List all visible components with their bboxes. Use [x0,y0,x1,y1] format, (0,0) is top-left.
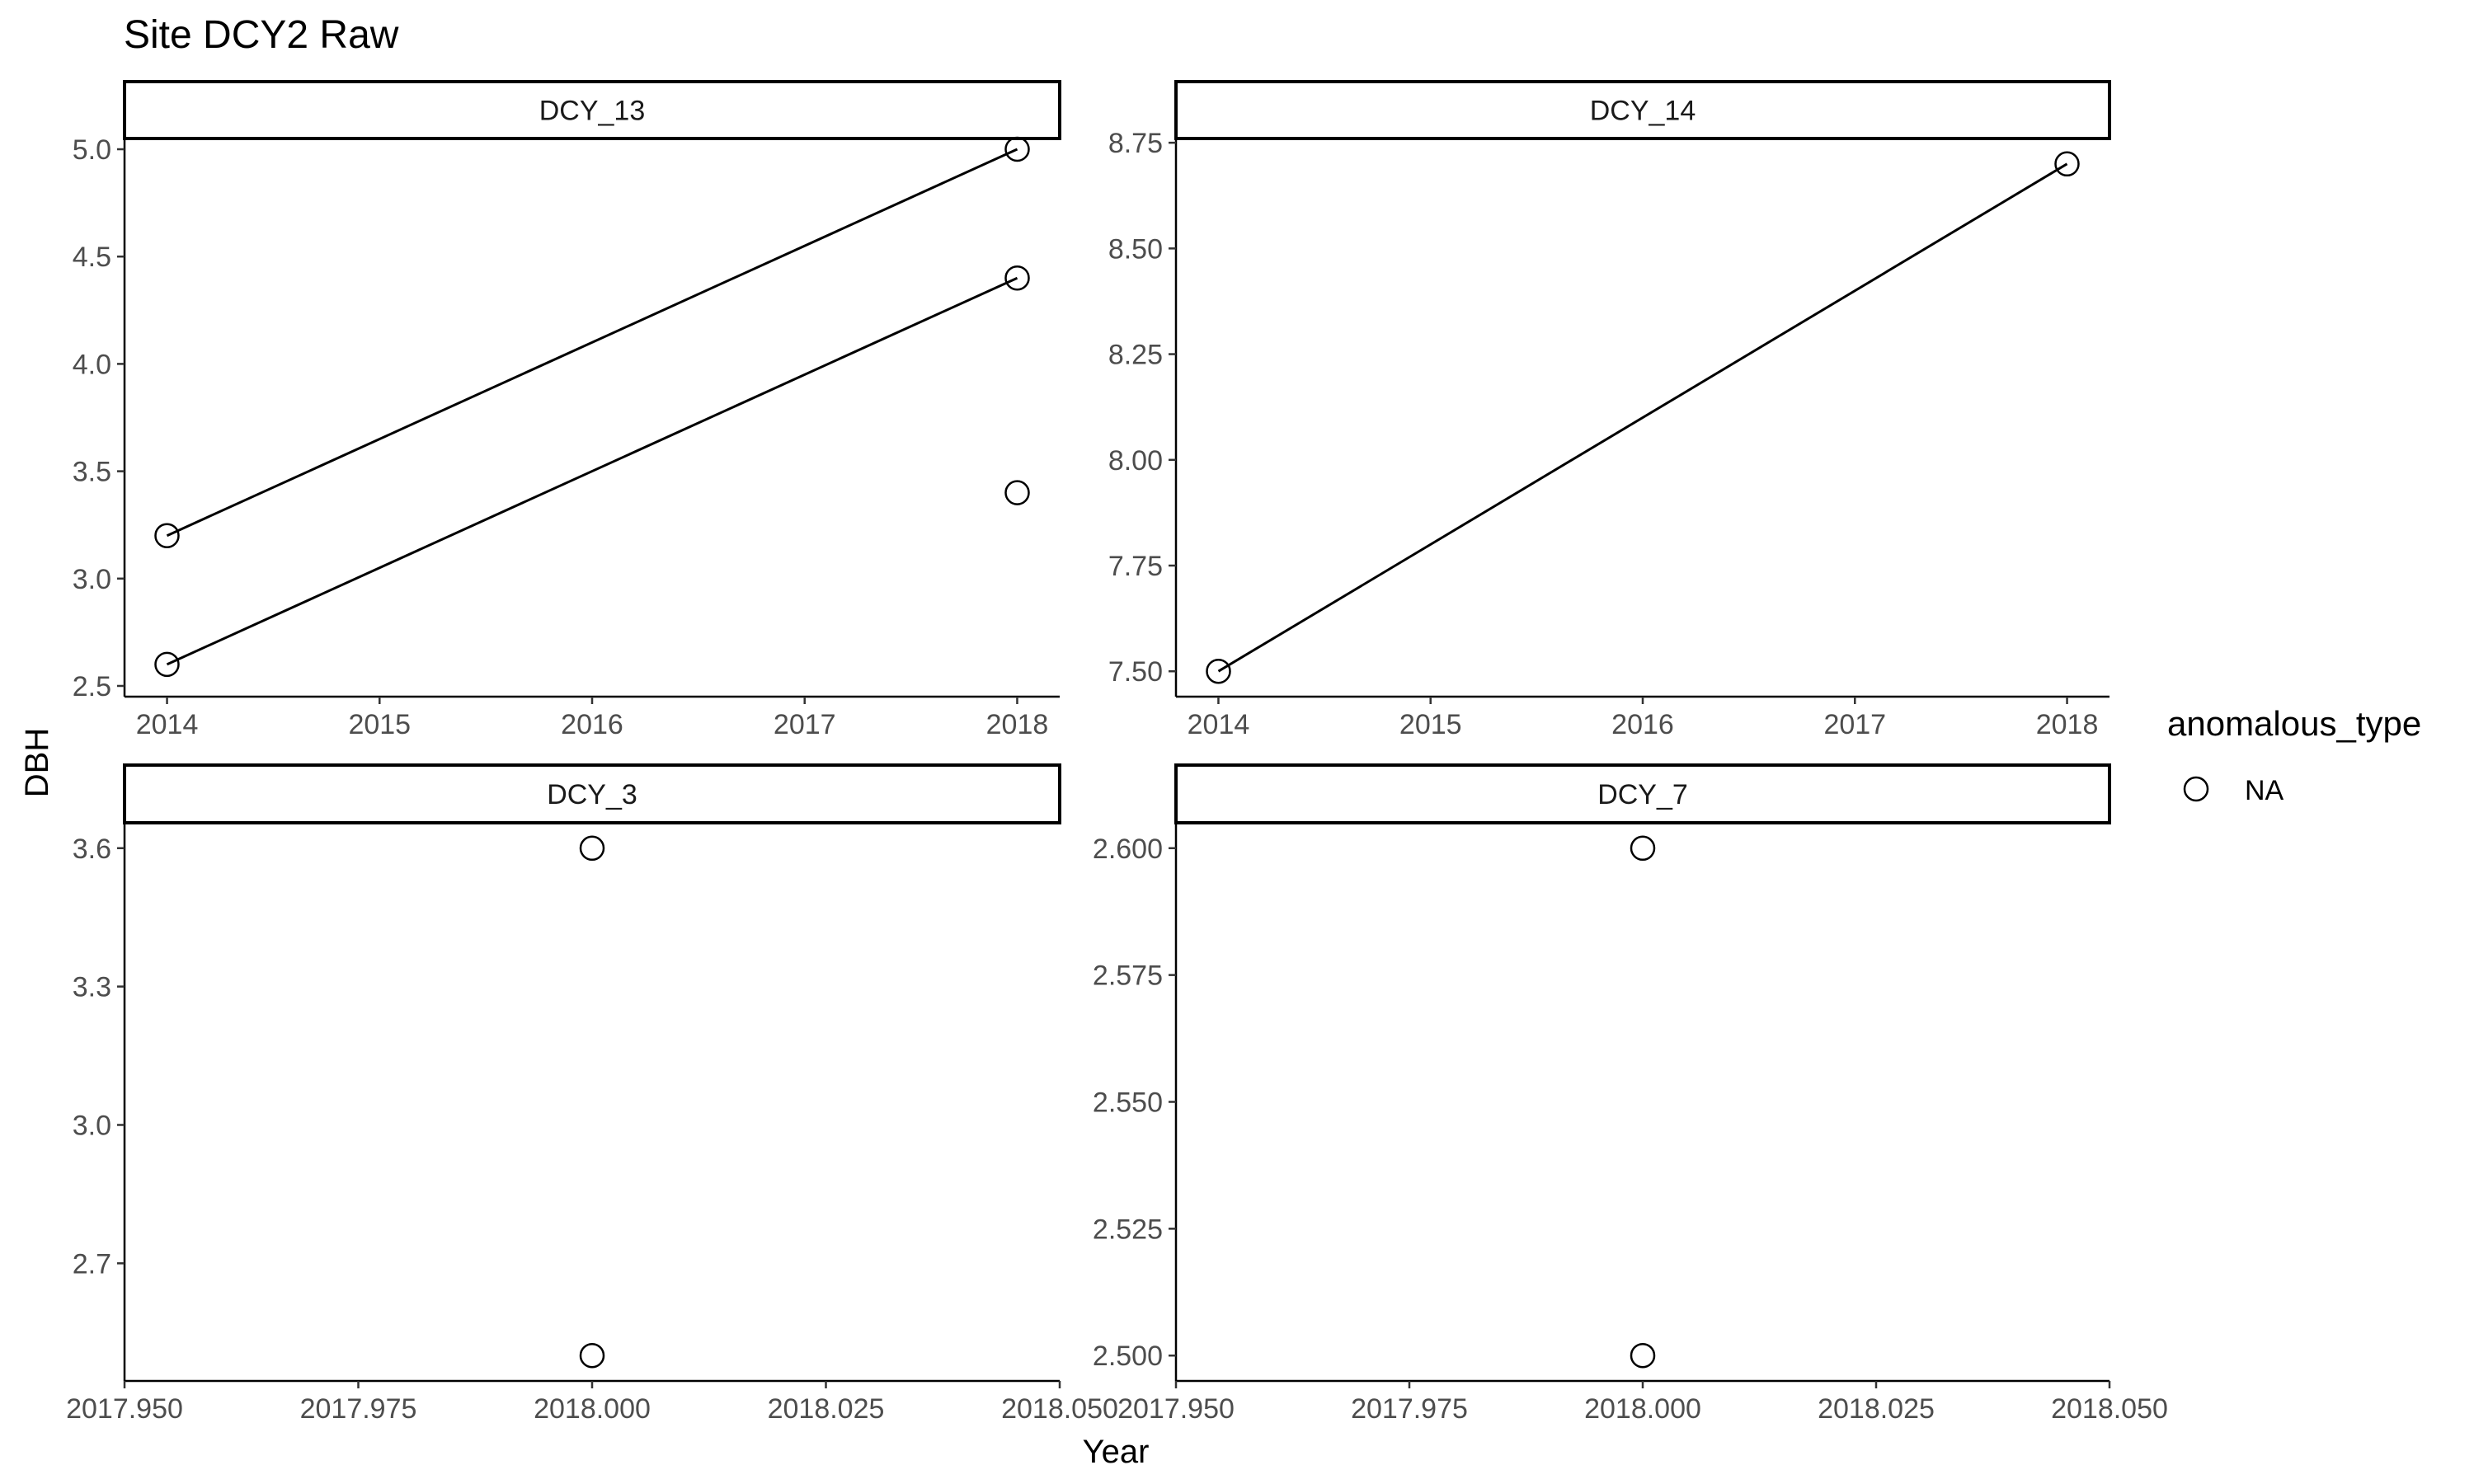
y-tick-label: 7.50 [1108,656,1163,688]
facet-panel-dcy-7: DCY_7 2.500 2.525 2.550 2.575 2.600 2017.950 20… [1093,763,2168,1425]
x-tick-label: 2016 [561,709,623,740]
legend-title: anomalous_type [2167,704,2421,743]
y-tick-label: 2.7 [73,1248,111,1280]
y-tick-label: 2.525 [1093,1214,1163,1245]
data-point [579,835,605,862]
x-tick-label: 2018.050 [1001,1393,1118,1425]
y-tick-label: 2.5 [73,671,111,702]
data-point [1206,658,1231,684]
y-tick-label: 3.0 [73,1110,111,1141]
y-axis-title: DBH [19,728,55,797]
y-tick-label: 2.500 [1093,1341,1163,1372]
data-point [1630,1342,1656,1369]
data-point [2054,151,2080,177]
facet-panels: DCY_13 2.5 3.0 3.5 4.0 4.5 5.0 2014 2015 2016 2017… [66,80,2168,1425]
x-tick-label: 2018 [2036,709,2099,740]
x-tick-label: 2016 [1611,709,1674,740]
data-point [154,523,180,548]
y-tick-label: 4.5 [73,242,111,273]
facet-strip [1174,763,2111,824]
x-tick-label: 2018.000 [534,1393,651,1425]
x-axis-title: Year [1083,1434,1150,1470]
y-tick-label: 8.75 [1108,128,1163,159]
data-point [1630,835,1656,862]
x-tick-label: 2018.000 [1584,1393,1701,1425]
y-tick-label: 8.25 [1108,340,1163,371]
x-tick-label: 2017 [774,709,836,740]
y-tick-label: 3.3 [73,972,111,1003]
x-tick-label: 2015 [348,709,411,740]
series-line [166,148,1018,538]
x-tick-label: 2017.975 [300,1393,417,1425]
facet-strip [123,763,1061,824]
y-tick-label: 4.0 [73,349,111,380]
x-tick-label: 2017.950 [1117,1393,1235,1425]
x-tick-label: 2017.950 [66,1393,183,1425]
x-tick-label: 2018.025 [1818,1393,1935,1425]
data-point [1004,480,1030,505]
facet-strip-label: DCY_3 [547,779,637,810]
x-tick-label: 2014 [1188,709,1250,740]
y-tick-label: 3.6 [73,834,111,865]
facet-strip [1174,80,2111,140]
series-line [166,276,1018,666]
facet-strip [123,80,1061,140]
y-tick-label: 8.50 [1108,233,1163,265]
y-tick-label: 7.75 [1108,551,1163,582]
y-tick-label: 5.0 [73,134,111,166]
x-tick-label: 2018 [986,709,1049,740]
facet-strip-label: DCY_13 [539,96,646,127]
x-tick-label: 2017 [1823,709,1886,740]
legend: anomalous_type NA [2167,704,2421,806]
facet-panel-dcy-13: DCY_13 2.5 3.0 3.5 4.0 4.5 5.0 2014 2015 2016 2017… [73,80,1061,740]
legend-label-na: NA [2245,775,2284,806]
data-point [579,1342,605,1369]
facet-panel-dcy-3: DCY_3 2.7 3.0 3.3 3.6 2017.950 2017.975 2018.00… [66,763,1118,1425]
data-point [1004,265,1030,291]
chart-title: Site DCY2 Raw [124,13,399,57]
facet-strip-label: DCY_14 [1590,96,1696,127]
legend-key-circle [2183,776,2209,802]
x-tick-label: 2014 [136,709,199,740]
facet-strip-label: DCY_7 [1597,779,1688,810]
y-tick-label: 8.00 [1108,445,1163,477]
y-tick-label: 3.0 [73,564,111,595]
x-tick-label: 2017.975 [1351,1393,1468,1425]
data-point [1004,136,1030,162]
y-tick-label: 2.600 [1093,834,1163,865]
y-tick-label: 3.5 [73,457,111,488]
data-point [154,651,180,678]
y-tick-label: 2.550 [1093,1087,1163,1119]
facet-panel-dcy-14: DCY_14 7.50 7.75 8.00 8.25 8.50 8.75 2014 2015 20… [1108,80,2111,740]
y-tick-label: 2.575 [1093,960,1163,992]
x-tick-label: 2018.050 [2051,1393,2168,1425]
x-tick-label: 2018.025 [768,1393,885,1425]
x-tick-label: 2015 [1399,709,1462,740]
series-line [1217,162,2068,673]
